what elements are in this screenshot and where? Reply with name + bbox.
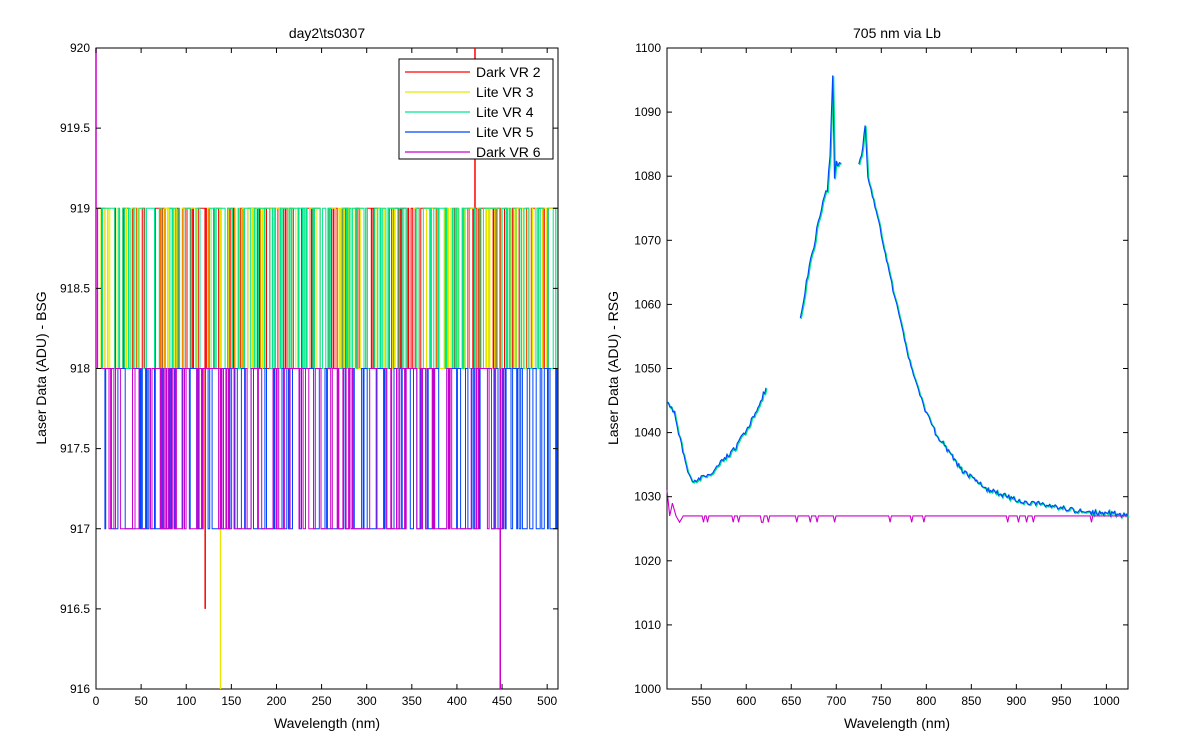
x-tick-label: 900 [1006, 694, 1026, 708]
right-plot-title: 705 nm via Lb [853, 25, 941, 41]
left-plot-title: day2\ts0307 [289, 25, 365, 41]
right-plot-series [666, 75, 1130, 524]
y-tick-label: 919 [70, 201, 90, 215]
y-tick-label: 917.5 [60, 442, 90, 456]
series-line-dark [666, 490, 1128, 524]
y-tick-label: 1060 [634, 297, 661, 311]
x-tick-label: 700 [826, 694, 846, 708]
legend-label: Lite VR 3 [476, 84, 534, 100]
x-tick-label: 0 [93, 694, 100, 708]
x-tick-label: 100 [176, 694, 196, 708]
series-line-5 [96, 368, 505, 530]
legend-label: Dark VR 6 [476, 144, 541, 160]
x-tick-label: 400 [447, 694, 467, 708]
y-tick-label: 1020 [634, 554, 661, 568]
y-tick-label: 919.5 [60, 121, 90, 135]
y-tick-label: 1040 [634, 426, 661, 440]
right-plot-xlabel: Wavelength (nm) [844, 715, 950, 731]
y-tick-label: 1100 [635, 41, 661, 55]
x-tick-label: 500 [537, 694, 557, 708]
x-tick-label: 200 [266, 694, 286, 708]
series-line-lite-shadow [858, 126, 1130, 520]
x-tick-label: 800 [916, 694, 936, 708]
left-plot-ticks: 0 50 100 150 200 250 300 350 400 450 500 916 916.5 91… [60, 41, 558, 708]
right-plot-ylabel: Laser Data (ADU) - RSG [605, 291, 621, 445]
y-tick-label: 916.5 [60, 602, 90, 616]
left-plot-ylabel: Laser Data (ADU) - BSG [33, 291, 49, 444]
left-plot-xlabel: Wavelength (nm) [274, 715, 380, 731]
x-tick-label: 550 [691, 694, 711, 708]
x-tick-label: 50 [134, 694, 148, 708]
y-tick-label: 917 [70, 522, 90, 536]
x-tick-label: 250 [312, 694, 332, 708]
y-tick-label: 1030 [634, 490, 661, 504]
x-tick-label: 300 [357, 694, 377, 708]
x-tick-label: 450 [492, 694, 512, 708]
series-line-lite-shadow [667, 388, 768, 484]
y-tick-label: 916 [70, 682, 90, 696]
y-tick-label: 1000 [634, 682, 661, 696]
left-plot: 0 50 100 150 200 250 300 350 400 450 500 916 916.5 91… [33, 25, 559, 731]
y-tick-label: 1070 [634, 233, 661, 247]
x-tick-label: 600 [736, 694, 756, 708]
x-tick-label: 850 [961, 694, 981, 708]
x-tick-label: 150 [221, 694, 241, 708]
legend-label: Lite VR 5 [476, 124, 534, 140]
series-line-lite-shadow [800, 76, 842, 319]
series-line-lite [799, 75, 842, 319]
right-plot: 550 600 650 700 750 800 850 900 950 1000 1000 1010 1… [605, 25, 1130, 731]
y-tick-label: 918.5 [60, 281, 90, 295]
right-plot-frame [666, 47, 1129, 690]
y-tick-label: 1010 [634, 618, 661, 632]
x-tick-label: 1000 [1093, 694, 1120, 708]
legend-box [398, 58, 554, 160]
right-plot-ticks: 550 600 650 700 750 800 850 900 950 1000 1000 1010 1… [634, 41, 1128, 708]
y-tick-label: 1050 [634, 362, 661, 376]
legend-label: Dark VR 2 [476, 64, 541, 80]
series-line-lite [666, 387, 767, 483]
y-tick-label: 920 [70, 41, 90, 55]
x-tick-label: 650 [781, 694, 801, 708]
y-tick-label: 918 [70, 362, 90, 376]
x-tick-label: 350 [402, 694, 422, 708]
y-tick-label: 1090 [634, 105, 661, 119]
y-tick-label: 1080 [634, 169, 661, 183]
series-line-lite [858, 125, 1129, 519]
legend: Dark VR 2 Lite VR 3 Lite VR 4 Lite VR 5 Dark… [398, 58, 554, 160]
x-tick-label: 950 [1051, 694, 1071, 708]
legend-label: Lite VR 4 [476, 104, 534, 120]
x-tick-label: 750 [871, 694, 891, 708]
